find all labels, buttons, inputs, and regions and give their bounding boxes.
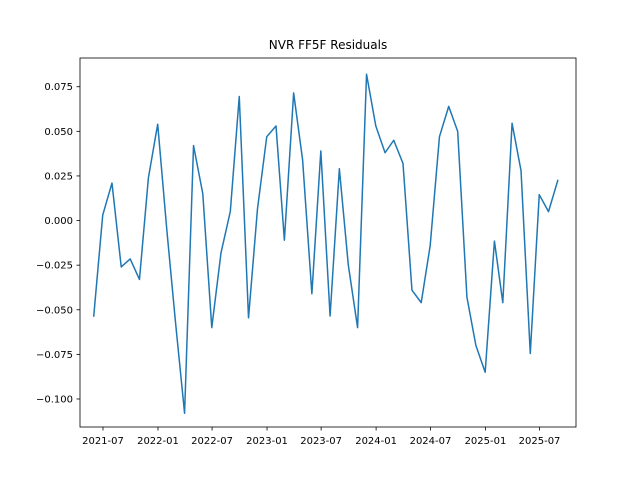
x-tick-label: 2023-07: [300, 436, 342, 447]
y-tick-label: −0.050: [36, 305, 73, 316]
x-tick-label: 2021-07: [82, 436, 124, 447]
x-tick-label: 2025-01: [465, 436, 507, 447]
axes-frame: [79, 57, 577, 428]
plot-area: [92, 73, 559, 415]
x-tick-label: 2025-07: [519, 436, 561, 447]
x-tick-label: 2023-01: [246, 436, 288, 447]
y-tick-label: −0.075: [36, 350, 73, 361]
y-tick-label: 0.050: [44, 127, 73, 138]
y-axis: −0.100 −0.075 −0.050 −0.025 0.000 0.025 0.050 0…: [36, 82, 80, 405]
x-tick-label: 2022-01: [137, 436, 179, 447]
y-tick-label: 0.000: [44, 216, 73, 227]
series-line: [92, 73, 559, 415]
x-tick-label: 2024-01: [355, 436, 397, 447]
chart-title: NVR FF5F Residuals: [269, 38, 387, 52]
x-axis: 2021-07 2022-01 2022-07 2023-01 2023-07 2024-…: [82, 427, 560, 447]
y-tick-label: 0.075: [44, 82, 73, 93]
x-tick-label: 2024-07: [410, 436, 452, 447]
y-tick-label: −0.100: [36, 394, 73, 405]
y-tick-label: 0.025: [44, 171, 73, 182]
y-tick-label: −0.025: [36, 261, 73, 272]
x-tick-label: 2022-07: [191, 436, 233, 447]
